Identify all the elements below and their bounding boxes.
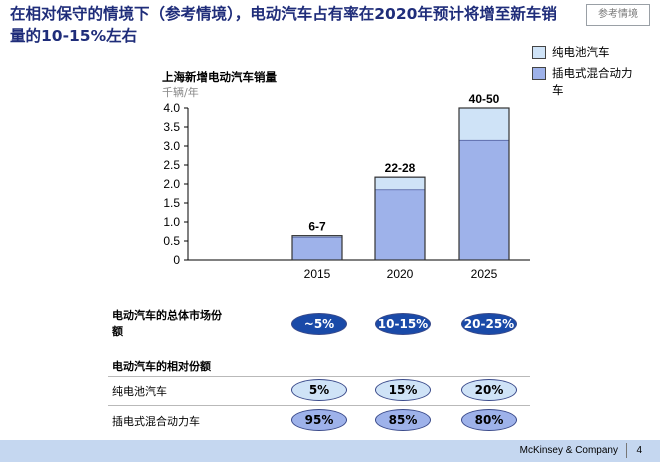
bev-share-2020: 15% [375,379,431,401]
relative-share-label: 电动汽车的相对份额 [112,360,211,373]
legend-label-bev: 纯电池汽车 [552,45,610,59]
x-tick-label: 2025 [471,267,498,281]
chart-title: 上海新增电动汽车销量 [162,70,277,84]
brand-name: McKinsey & Company [519,445,618,456]
phev-share-2015: 95% [291,409,347,431]
bar-2020-bev [374,176,426,191]
page-number: 4 [636,445,642,456]
x-tick-label: 2020 [387,267,414,281]
total-share-label: 电动汽车的总体市场份额 [112,309,222,338]
y-tick-label: 3.0 [163,139,180,153]
total-share-2015: ~5% [291,313,347,335]
x-tick-label: 2015 [304,267,331,281]
bev-share-2015: 5% [291,379,347,401]
row-label-phev: 插电式混合动力车 [112,415,200,428]
legend-swatch-bev [532,46,546,59]
footer-bar: McKinsey & Company 4 [0,440,660,462]
y-tick-label: 2.0 [163,177,180,191]
bar-total-label: 22-28 [385,161,416,175]
bar-outline-2025 [458,107,510,261]
y-tick-label: 3.5 [163,120,180,134]
bar-2015-phev [291,236,343,261]
legend-swatch-phev [532,67,546,80]
total-share-2020: 10-15% [375,313,431,335]
stacked-bar-chart: 0 0.5 1.0 1.5 2.0 2.5 3.0 3.5 4.0 6-7 2015 22-28 202… [163,92,530,281]
y-tick-label: 1.0 [163,215,180,229]
divider-1 [108,376,530,377]
y-tick-label: 0 [173,253,180,267]
chart-legend: 纯电池汽车 插电式混合动力车 [532,44,640,103]
total-share-2025: 20-25% [461,313,517,335]
phev-share-2020: 85% [375,409,431,431]
bar-total-label: 6-7 [308,220,326,234]
scenario-tag: 参考情境 [586,4,650,26]
chart-unit: 千辆/年 [162,86,199,99]
y-tick-label: 4.0 [163,101,180,115]
y-tick-label: 0.5 [163,234,180,248]
bar-2025-bev [458,107,510,141]
bev-share-2025: 20% [461,379,517,401]
row-label-bev: 纯电池汽车 [112,385,167,398]
page-divider [626,443,627,458]
bar-outline-2015 [291,235,343,261]
divider-2 [108,405,530,406]
slide-title: 在相对保守的情境下（参考情境），电动汽车占有率在2020年预计将增至新车销量的1… [10,5,557,45]
bar-2025-phev [458,139,510,261]
legend-label-phev: 插电式混合动力车 [552,66,633,97]
bar-total-label: 40-50 [469,92,500,106]
legend-item-bev: 纯电池汽车 [532,44,640,61]
phev-share-2025: 80% [461,409,517,431]
bar-outline-2020 [374,176,426,261]
y-tick-label: 1.5 [163,196,180,210]
bar-2020-phev [374,189,426,261]
legend-item-phev: 插电式混合动力车 [532,65,640,99]
y-tick-label: 2.5 [163,158,180,172]
